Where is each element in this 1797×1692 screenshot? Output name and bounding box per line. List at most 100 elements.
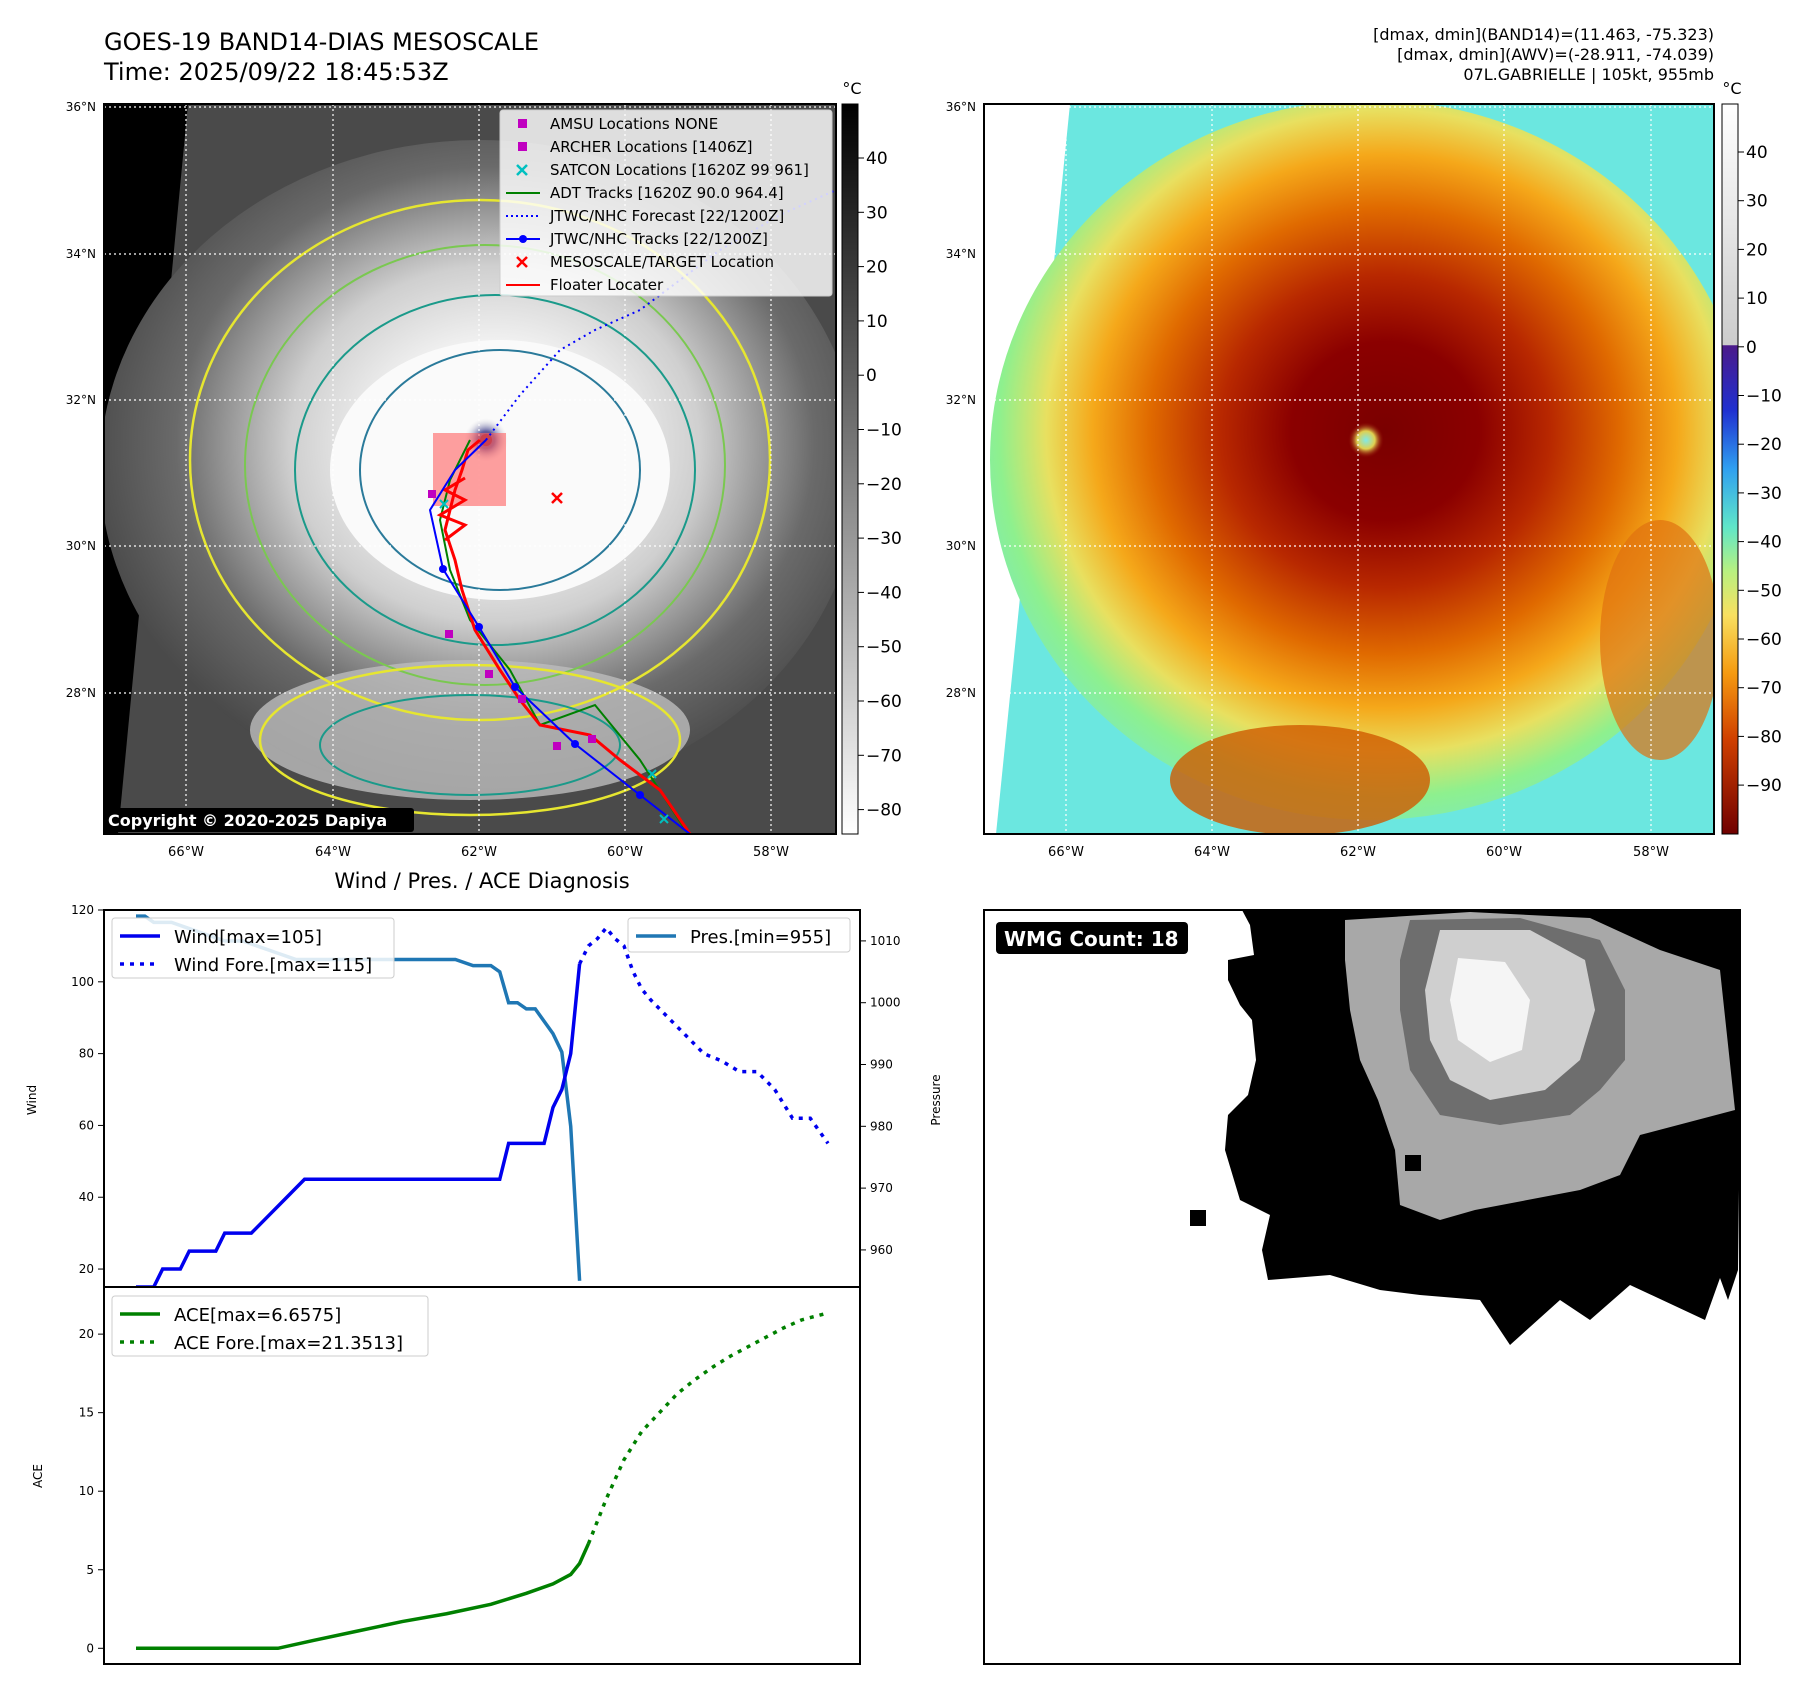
ace-forecast-legend-label: ACE Fore.[max=21.3513] xyxy=(174,1333,403,1354)
y-right-tick-label: 970 xyxy=(870,1181,893,1195)
ir-colorbar-tick: −20 xyxy=(866,475,902,495)
y-tick-label: 120 xyxy=(71,903,94,917)
ir-colorbar-tick: 30 xyxy=(866,203,888,223)
legend-label-2: SATCON Locations [1620Z 99 961] xyxy=(550,161,809,179)
y-right-tick-label: 1000 xyxy=(870,996,901,1010)
y-tick-label: 20 xyxy=(79,1327,94,1341)
awv-map-panel xyxy=(984,104,1714,834)
diagnosis-title: Wind / Pres. / ACE Diagnosis xyxy=(334,869,629,893)
y-tick-label: 5 xyxy=(86,1563,94,1577)
satcon-points xyxy=(439,499,669,824)
legend-symbol-0 xyxy=(518,119,527,128)
lat-label-right: 36°N xyxy=(946,100,976,114)
lon-label-left: 60°W xyxy=(607,845,643,860)
wmg-isolated-cell-2 xyxy=(1405,1155,1421,1171)
title-line2: Time: 2025/09/22 18:45:53Z xyxy=(103,58,449,86)
awv-colorbar-tick: −10 xyxy=(1746,387,1782,407)
awv-colorbar-tick: −60 xyxy=(1746,630,1782,650)
wind-forecast-legend-label: Wind Fore.[max=115] xyxy=(174,955,372,976)
awv-colorbar-unit: °C xyxy=(1722,79,1741,98)
pressure-legend: Pres.[min=955] xyxy=(627,917,851,953)
y-right-tick-label: 960 xyxy=(870,1243,893,1257)
awv-colorbar-tick: 30 xyxy=(1746,192,1768,212)
wmg-isolated-cell-3 xyxy=(1190,1210,1206,1226)
lat-label-left: 30°N xyxy=(66,539,96,553)
awv-colorbar-ticks: 40 30 20 10 0 −10 −20 −30 −40 −50 −60 −70 −80 −90 xyxy=(1738,143,1782,796)
title-line1: GOES-19 BAND14-DIAS MESOSCALE xyxy=(104,28,539,56)
wind-axis-label: Wind xyxy=(25,1085,39,1115)
legend-symbol-6 xyxy=(516,256,528,268)
info-line2: [dmax, dmin](AWV)=(-28.911, -74.039) xyxy=(1397,45,1714,64)
ir-colorbar-tick: −50 xyxy=(866,638,902,658)
ir-outer-band xyxy=(250,660,690,800)
lat-label-left: 34°N xyxy=(66,247,96,261)
contour-teal-1 xyxy=(294,294,696,646)
lat-label-right: 32°N xyxy=(946,393,976,407)
legend-symbol-5 xyxy=(506,235,540,243)
awv-colorbar-tick: 20 xyxy=(1746,240,1768,260)
ir-colorbar-tick: 0 xyxy=(866,366,877,386)
ir-map-axis-labels: 36°N 34°N 32°N 30°N 28°N 66°W 64°W 62°W 60°W 58°W xyxy=(66,100,789,860)
y-tick-label: 40 xyxy=(79,1190,94,1204)
awv-cloud-shield xyxy=(990,104,1714,820)
ir-colorbar-tick: −10 xyxy=(866,421,902,441)
wmg-count-label: WMG Count: 18 xyxy=(1004,927,1179,951)
awv-colorbar-tick: −90 xyxy=(1746,776,1782,796)
awv-southeast-band xyxy=(1600,520,1714,760)
lon-label-left: 58°W xyxy=(753,845,789,860)
y-right-tick-label: 1010 xyxy=(870,934,901,948)
y-right-tick-label: 990 xyxy=(870,1058,893,1072)
ir-map-frame xyxy=(103,103,837,835)
legend-label-5: JTWC/NHC Tracks [22/1200Z] xyxy=(549,230,768,248)
copyright-box xyxy=(104,808,414,832)
awv-colorbar-tick: −50 xyxy=(1746,581,1782,601)
contour-outer-yellow xyxy=(188,198,772,722)
legend-label-0: AMSU Locations NONE xyxy=(550,115,718,133)
awv-colorbar-tick: 10 xyxy=(1746,289,1768,309)
lon-label-right: 62°W xyxy=(1340,845,1376,860)
ir-colorbar-tick: 10 xyxy=(866,312,888,332)
ir-colorbar-tick: −30 xyxy=(866,529,902,549)
awv-south-band xyxy=(1170,725,1430,834)
awv-map-axis-labels: 36°N 34°N 32°N 30°N 28°N 66°W 64°W 62°W 60°W 58°W xyxy=(946,100,1669,860)
legend-box xyxy=(499,109,833,297)
awv-colorbar-tick: 40 xyxy=(1746,143,1768,163)
wind-legend-label: Wind[max=105] xyxy=(174,927,322,948)
info-line1: [dmax, dmin](BAND14)=(11.463, -75.323) xyxy=(1373,25,1714,44)
awv-colorbar-tick: −20 xyxy=(1746,435,1782,455)
lat-label-right: 34°N xyxy=(946,247,976,261)
ir-colorbar-tick: 20 xyxy=(866,258,888,278)
wmg-frame xyxy=(983,909,1741,1665)
lat-label-left: 28°N xyxy=(66,686,96,700)
awv-eye xyxy=(1348,422,1384,458)
ace-axis-label: ACE xyxy=(31,1464,45,1488)
info-line3: 07L.GABRIELLE | 105kt, 955mb xyxy=(1463,65,1714,84)
y-tick-label: 15 xyxy=(79,1406,94,1420)
lat-label-right: 28°N xyxy=(946,686,976,700)
jtwc-track-points xyxy=(439,565,644,799)
forecast-series-line xyxy=(578,925,830,1145)
wind-legend: Wind[max=105] Wind Fore.[max=115] xyxy=(111,917,395,979)
legend-symbol-1 xyxy=(518,142,527,151)
map-legend: AMSU Locations NONE ARCHER Locations [140… xyxy=(499,109,833,297)
wmg-isolated-cell-1 xyxy=(1320,1120,1336,1136)
awv-map-frame xyxy=(983,103,1715,835)
y-tick-label: 20 xyxy=(79,1262,94,1276)
ir-colorbar-tick: 40 xyxy=(866,149,888,169)
lat-label-left: 32°N xyxy=(66,393,96,407)
series-line xyxy=(136,963,582,1289)
legend-label-6: MESOSCALE/TARGET Location xyxy=(550,253,774,271)
awv-colorbar xyxy=(1721,103,1739,835)
ir-colorbar-tick: −80 xyxy=(866,801,902,821)
ir-colorbar-tick: −70 xyxy=(866,746,902,766)
awv-colorbar-tick: −40 xyxy=(1746,533,1782,553)
lon-label-right: 66°W xyxy=(1048,845,1084,860)
ir-colorbar-tick: −40 xyxy=(866,583,902,603)
lon-label-right: 60°W xyxy=(1486,845,1522,860)
y-tick-label: 60 xyxy=(79,1118,94,1132)
lon-label-left: 66°W xyxy=(168,845,204,860)
floater-zigzag xyxy=(436,476,469,542)
pressure-axis-label: Pressure xyxy=(929,1074,943,1125)
floater-box xyxy=(433,433,506,506)
legend-label-7: Floater Locater xyxy=(550,276,664,294)
